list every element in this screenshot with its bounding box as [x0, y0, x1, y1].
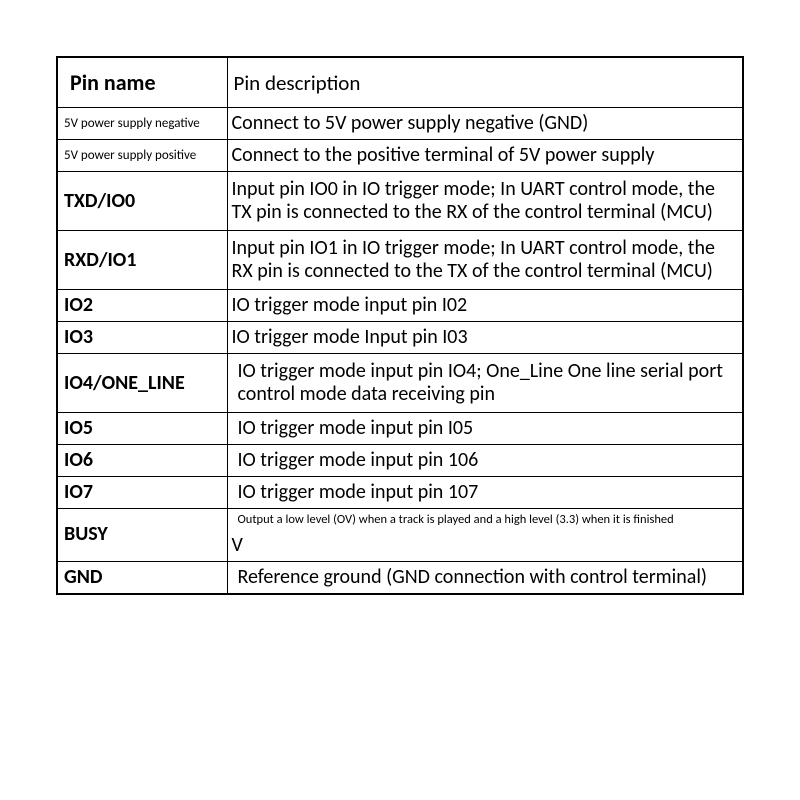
pin-desc: IO trigger mode Input pin I03	[227, 322, 743, 354]
table-row: RXD/IO1 Input pin IO1 in IO trigger mode…	[57, 231, 743, 290]
table-row: 5V power supply positive Connect to the …	[57, 140, 743, 172]
pin-desc: IO trigger mode input pin I05	[227, 413, 743, 445]
pin-name: RXD/IO1	[57, 231, 227, 290]
table-row: IO3 IO trigger mode Input pin I03	[57, 322, 743, 354]
pin-desc: IO trigger mode input pin 106	[227, 445, 743, 477]
table-row: IO7 IO trigger mode input pin 107	[57, 477, 743, 509]
pin-desc: IO trigger mode input pin I02	[227, 290, 743, 322]
table-row: IO2 IO trigger mode input pin I02	[57, 290, 743, 322]
table-row: TXD/IO0 Input pin IO0 in IO trigger mode…	[57, 172, 743, 231]
pin-name: 5V power supply positive	[57, 140, 227, 172]
pin-name: IO2	[57, 290, 227, 322]
pin-desc: IO trigger mode input pin IO4; One_Line …	[227, 354, 743, 413]
table-row: IO4/ONE_LINE IO trigger mode input pin I…	[57, 354, 743, 413]
pin-table: Pin name Pin description 5V power supply…	[56, 56, 744, 595]
pin-table-body: Pin name Pin description 5V power supply…	[57, 57, 743, 594]
pin-desc-line1: Output a low level (OV) when a track is …	[238, 513, 737, 527]
pin-name: IO4/ONE_LINE	[57, 354, 227, 413]
table-header-row: Pin name Pin description	[57, 57, 743, 108]
pin-desc: Input pin IO1 in IO trigger mode; In UAR…	[227, 231, 743, 290]
pin-desc: Reference ground (GND connection with co…	[227, 561, 743, 594]
table-row: 5V power supply negative Connect to 5V p…	[57, 108, 743, 140]
pin-name: IO5	[57, 413, 227, 445]
pin-name: IO3	[57, 322, 227, 354]
pin-name: TXD/IO0	[57, 172, 227, 231]
pin-desc: IO trigger mode input pin 107	[227, 477, 743, 509]
table-row: IO6 IO trigger mode input pin 106	[57, 445, 743, 477]
pin-name: 5V power supply negative	[57, 108, 227, 140]
table-row: BUSY Output a low level (OV) when a trac…	[57, 509, 743, 561]
pin-desc: Connect to the positive terminal of 5V p…	[227, 140, 743, 172]
col-header-name: Pin name	[57, 57, 227, 108]
pin-desc-line2: V	[232, 534, 737, 557]
table-row: IO5 IO trigger mode input pin I05	[57, 413, 743, 445]
table-row: GND Reference ground (GND connection wit…	[57, 561, 743, 594]
pin-name: BUSY	[57, 509, 227, 561]
pin-name: IO6	[57, 445, 227, 477]
pin-name: IO7	[57, 477, 227, 509]
pin-desc: Input pin IO0 in IO trigger mode; In UAR…	[227, 172, 743, 231]
pin-desc: Connect to 5V power supply negative (GND…	[227, 108, 743, 140]
pin-name: GND	[57, 561, 227, 594]
col-header-desc: Pin description	[227, 57, 743, 108]
pin-desc-busy: Output a low level (OV) when a track is …	[227, 509, 743, 561]
